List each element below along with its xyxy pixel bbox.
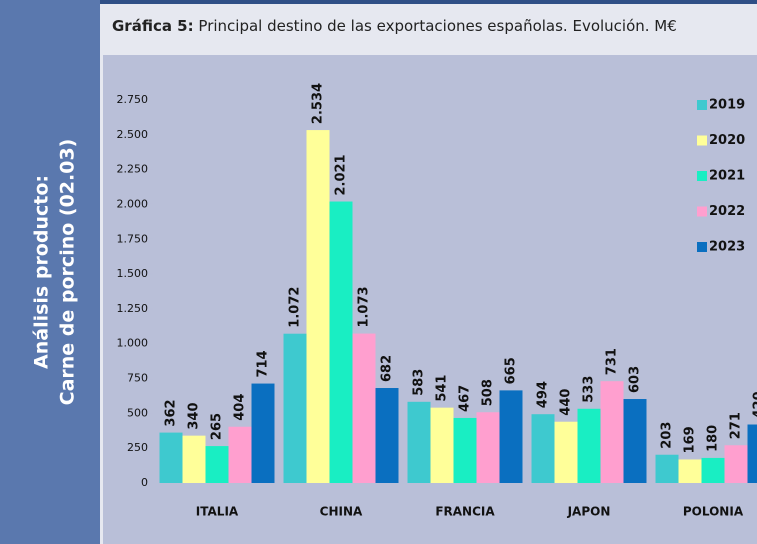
x-tick-label: ITALIA — [196, 505, 239, 519]
bar — [655, 454, 679, 483]
bar — [623, 399, 647, 483]
sidebar — [0, 0, 100, 544]
legend-swatch — [697, 206, 707, 217]
data-label: 271 — [729, 412, 744, 439]
data-label: 265 — [210, 413, 225, 440]
bar — [747, 424, 757, 483]
sidebar-line1: Análisis producto: — [31, 175, 53, 369]
legend-label: 2022 — [709, 204, 745, 219]
data-label: 169 — [683, 426, 698, 453]
legend-swatch — [697, 100, 707, 110]
legend-label: 2019 — [709, 98, 745, 113]
bar — [329, 201, 353, 483]
bar — [430, 407, 454, 483]
data-label: 362 — [164, 399, 179, 426]
legend-label: 2020 — [709, 133, 745, 148]
bar — [306, 130, 330, 483]
y-tick-label: 2.250 — [117, 163, 149, 176]
legend-label: 2021 — [709, 169, 745, 184]
x-tick-label: FRANCIA — [435, 505, 495, 519]
data-label: 467 — [458, 385, 473, 412]
bar — [407, 401, 431, 483]
bar — [531, 414, 555, 483]
data-label: 1.072 — [288, 287, 303, 328]
bar — [476, 412, 500, 483]
data-label: 665 — [504, 357, 519, 384]
y-tick-label: 1.250 — [117, 302, 149, 315]
bar — [453, 417, 477, 483]
data-label: 714 — [256, 350, 271, 377]
data-label: 203 — [660, 422, 675, 449]
y-tick-label: 0 — [141, 476, 148, 489]
bar — [375, 388, 399, 483]
bar — [228, 426, 252, 483]
data-label: 2.534 — [311, 83, 326, 124]
x-tick-label: POLONIA — [683, 505, 744, 519]
data-label: 420 — [752, 391, 757, 418]
y-tick-label: 500 — [127, 406, 148, 419]
data-label: 494 — [536, 381, 551, 408]
legend-swatch — [697, 171, 707, 181]
bar — [159, 432, 183, 483]
legend-swatch — [697, 242, 707, 252]
data-label: 180 — [706, 425, 721, 452]
data-label: 340 — [187, 403, 202, 430]
y-tick-label: 2.750 — [117, 93, 149, 106]
bar — [554, 421, 578, 483]
y-tick-label: 750 — [127, 372, 148, 385]
data-label: 603 — [628, 366, 643, 393]
data-label: 508 — [481, 379, 496, 406]
y-tick-label: 1.500 — [117, 267, 149, 280]
data-label: 682 — [380, 355, 395, 382]
bar — [499, 390, 523, 483]
bar — [251, 383, 275, 483]
legend-swatch — [697, 135, 707, 146]
data-label: 583 — [412, 369, 427, 396]
x-tick-label: CHINA — [320, 505, 363, 519]
y-tick-label: 1.000 — [117, 337, 149, 350]
bar — [283, 333, 307, 483]
bar — [205, 446, 229, 483]
y-tick-label: 250 — [127, 441, 148, 454]
legend-label: 2023 — [709, 240, 745, 255]
data-label: 731 — [605, 348, 620, 375]
bar — [724, 445, 748, 483]
y-tick-label: 2.000 — [117, 197, 149, 210]
bar — [678, 459, 702, 483]
bar — [182, 435, 206, 483]
x-tick-label: JAPON — [567, 505, 611, 519]
title-text: Principal destino de las exportaciones e… — [198, 17, 676, 35]
data-label: 1.073 — [357, 286, 372, 327]
data-label: 533 — [582, 376, 597, 403]
sidebar-line2: Carne de porcino (02.03) — [57, 139, 79, 406]
chart-title: Gráfica 5: Principal destino de las expo… — [112, 17, 677, 35]
bar — [701, 457, 725, 483]
bar — [577, 408, 601, 483]
y-tick-label: 2.500 — [117, 128, 149, 141]
data-label: 541 — [435, 375, 450, 402]
title-label: Gráfica 5: — [112, 17, 194, 35]
bar — [600, 381, 624, 483]
y-tick-label: 1.750 — [117, 232, 149, 245]
data-label: 440 — [559, 389, 574, 416]
bar — [352, 333, 376, 483]
top-bar — [0, 0, 757, 4]
data-label: 404 — [233, 394, 248, 421]
data-label: 2.021 — [334, 154, 349, 195]
